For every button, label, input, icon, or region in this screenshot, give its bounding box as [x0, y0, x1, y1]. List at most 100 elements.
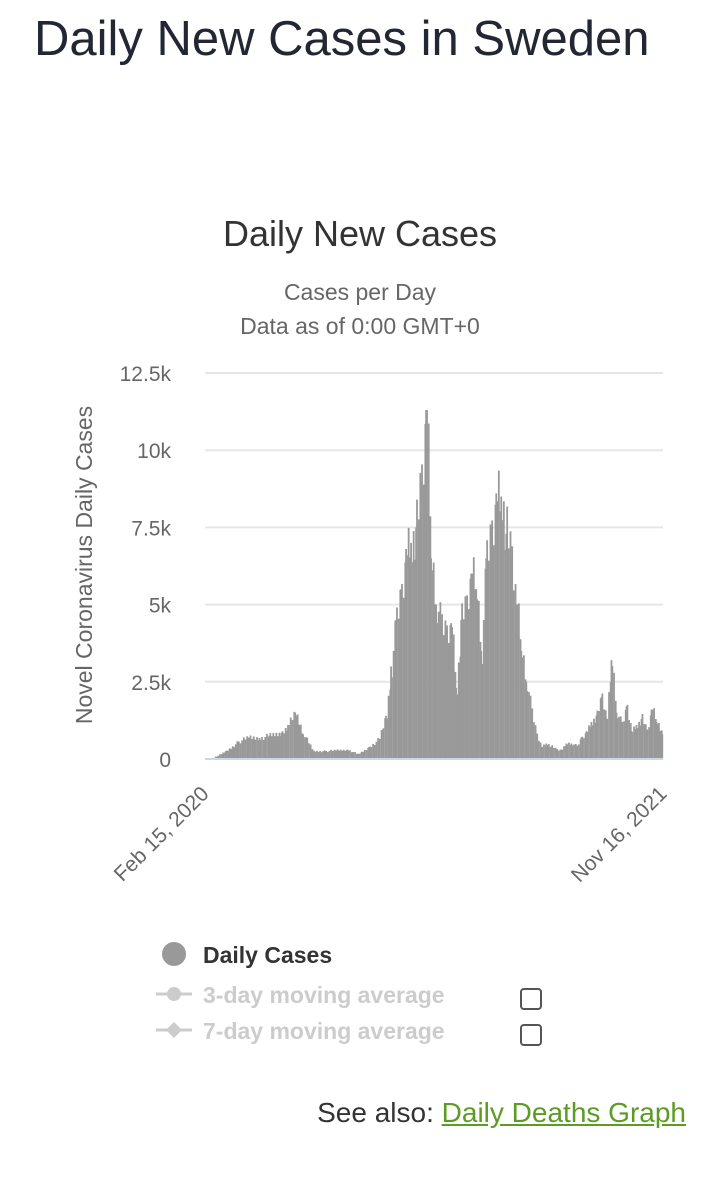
- daily-case-bar: [573, 744, 575, 759]
- daily-case-bar: [356, 754, 359, 759]
- daily-case-bar: [530, 712, 533, 759]
- daily-case-bar: [360, 751, 363, 759]
- daily-case-bar: [367, 747, 370, 759]
- daily-case-bar: [372, 744, 375, 759]
- y-tick-label: 5k: [149, 595, 172, 618]
- 7-day-average-checkbox[interactable]: [520, 1024, 542, 1046]
- daily-case-bar: [252, 736, 255, 759]
- legend-item-7-day-average[interactable]: 7-day moving average: [150, 1014, 570, 1046]
- daily-case-bar: [287, 725, 289, 759]
- daily-case-bar: [331, 750, 334, 759]
- daily-case-bar: [472, 557, 475, 759]
- y-tick-label: 7.5k: [131, 517, 171, 540]
- daily-case-bar: [217, 755, 220, 759]
- daily-case-bar: [598, 711, 600, 759]
- daily-case-bar: [481, 663, 484, 759]
- daily-case-bar: [520, 650, 523, 759]
- circle-marker-icon: [162, 942, 186, 966]
- daily-case-bar: [304, 737, 307, 759]
- daily-case-bar: [475, 589, 478, 759]
- daily-case-bar: [563, 746, 565, 759]
- daily-case-bar: [227, 750, 230, 759]
- daily-case-bar: [338, 750, 341, 759]
- legend-item-daily-cases[interactable]: Daily Cases: [150, 938, 570, 970]
- daily-case-bar: [251, 738, 254, 759]
- daily-case-bar: [289, 717, 292, 759]
- daily-case-bar: [308, 743, 310, 759]
- y-tick-label: 12.5k: [120, 363, 172, 386]
- daily-case-bar: [266, 733, 268, 759]
- daily-case-bar: [291, 720, 294, 759]
- 3-day-average-checkbox[interactable]: [520, 988, 542, 1010]
- daily-case-bar: [430, 558, 433, 759]
- legend-item-3-day-average[interactable]: 3-day moving average: [150, 978, 570, 1010]
- daily-deaths-graph-link[interactable]: Daily Deaths Graph: [441, 1097, 686, 1128]
- daily-case-bar: [625, 706, 628, 759]
- daily-case-bar: [497, 470, 500, 759]
- daily-case-bar: [346, 749, 349, 759]
- daily-case-bar: [431, 570, 433, 759]
- daily-case-bar: [288, 725, 290, 759]
- page-title: Daily New Cases in Sweden: [34, 12, 650, 66]
- daily-case-bar: [650, 709, 653, 759]
- daily-case-bar: [298, 724, 301, 759]
- daily-case-bar: [590, 721, 593, 759]
- daily-case-bar: [262, 739, 265, 759]
- daily-case-bar: [540, 746, 543, 759]
- daily-case-bar: [284, 727, 287, 759]
- daily-case-bar: [580, 737, 583, 759]
- daily-case-bar: [600, 697, 603, 759]
- daily-case-bar: [558, 750, 560, 759]
- daily-case-bar: [373, 745, 376, 759]
- daily-case-bar: [330, 749, 333, 759]
- daily-case-bar: [422, 484, 425, 759]
- daily-case-bar: [570, 743, 573, 759]
- daily-case-bar: [241, 740, 244, 759]
- daily-case-bar: [659, 730, 662, 759]
- daily-case-bar: [556, 749, 559, 759]
- daily-case-bar: [653, 708, 656, 759]
- daily-case-bar: [640, 718, 643, 759]
- daily-case-bar: [322, 751, 324, 759]
- daily-case-bar: [234, 744, 237, 759]
- daily-case-bar: [392, 650, 395, 759]
- daily-case-bar: [328, 750, 331, 759]
- daily-case-bar: [661, 734, 664, 759]
- daily-case-bar: [395, 620, 397, 759]
- chart-subtitle-2: Data as of 0:00 GMT+0: [240, 313, 480, 339]
- daily-case-bar: [309, 744, 312, 759]
- daily-case-bar: [280, 732, 283, 759]
- daily-case-bar: [344, 750, 347, 759]
- daily-case-bar: [555, 749, 558, 759]
- daily-case-bar: [283, 733, 285, 759]
- daily-case-bar: [365, 750, 368, 759]
- y-axis-label: Novel Coronavirus Daily Cases: [71, 406, 97, 724]
- daily-case-bar: [425, 410, 428, 759]
- daily-case-bar: [270, 736, 273, 759]
- daily-case-bar: [643, 724, 645, 759]
- daily-case-bar: [220, 754, 223, 759]
- daily-case-bar: [341, 750, 344, 759]
- daily-case-bar: [231, 746, 234, 759]
- daily-case-bar: [446, 625, 448, 759]
- daily-case-bar: [466, 595, 468, 759]
- daily-case-bar: [272, 732, 275, 759]
- daily-case-bar: [578, 744, 580, 759]
- daily-case-bar: [657, 722, 660, 759]
- daily-case-bar: [462, 619, 465, 759]
- daily-case-bar: [452, 634, 455, 759]
- x-tick-label-start: Feb 15, 2020: [110, 782, 214, 886]
- daily-case-bar: [407, 527, 410, 759]
- daily-case-bar: [631, 732, 634, 759]
- daily-case-bar: [316, 750, 318, 759]
- daily-case-bar: [451, 627, 453, 759]
- daily-case-bar: [610, 660, 613, 759]
- y-axis-ticks: 0 2.5k 5k 7.5k 10k 12.5k: [120, 363, 172, 772]
- daily-case-bar: [510, 558, 513, 759]
- daily-case-bar: [440, 626, 443, 759]
- daily-case-bar: [400, 589, 402, 759]
- daily-case-bar: [482, 620, 485, 759]
- daily-case-bar: [460, 620, 463, 759]
- daily-case-bar: [608, 692, 610, 759]
- daily-case-bar: [437, 611, 440, 759]
